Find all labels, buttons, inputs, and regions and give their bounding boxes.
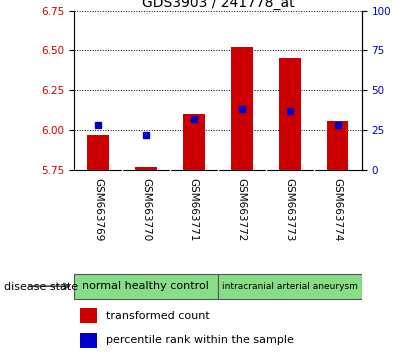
Text: transformed count: transformed count [106, 311, 209, 321]
Bar [80, 308, 97, 323]
Text: normal healthy control: normal healthy control [83, 281, 209, 291]
Text: intracranial arterial aneurysm: intracranial arterial aneurysm [222, 282, 358, 291]
Bar [135, 167, 157, 170]
Bar [279, 58, 300, 170]
Bar [183, 114, 205, 170]
FancyBboxPatch shape [74, 274, 218, 299]
Text: GSM663769: GSM663769 [93, 178, 103, 241]
Text: percentile rank within the sample: percentile rank within the sample [106, 335, 293, 345]
Title: GDS3903 / 241778_at: GDS3903 / 241778_at [141, 0, 294, 10]
Text: disease state: disease state [4, 282, 78, 292]
Text: GSM663772: GSM663772 [237, 178, 247, 241]
Bar [87, 135, 109, 170]
Bar [327, 121, 349, 170]
FancyBboxPatch shape [218, 274, 362, 299]
Bar [231, 47, 253, 170]
Text: GSM663771: GSM663771 [189, 178, 199, 241]
Text: GSM663773: GSM663773 [285, 178, 295, 241]
Bar [80, 333, 97, 348]
Text: GSM663774: GSM663774 [333, 178, 343, 241]
Text: GSM663770: GSM663770 [141, 178, 151, 241]
